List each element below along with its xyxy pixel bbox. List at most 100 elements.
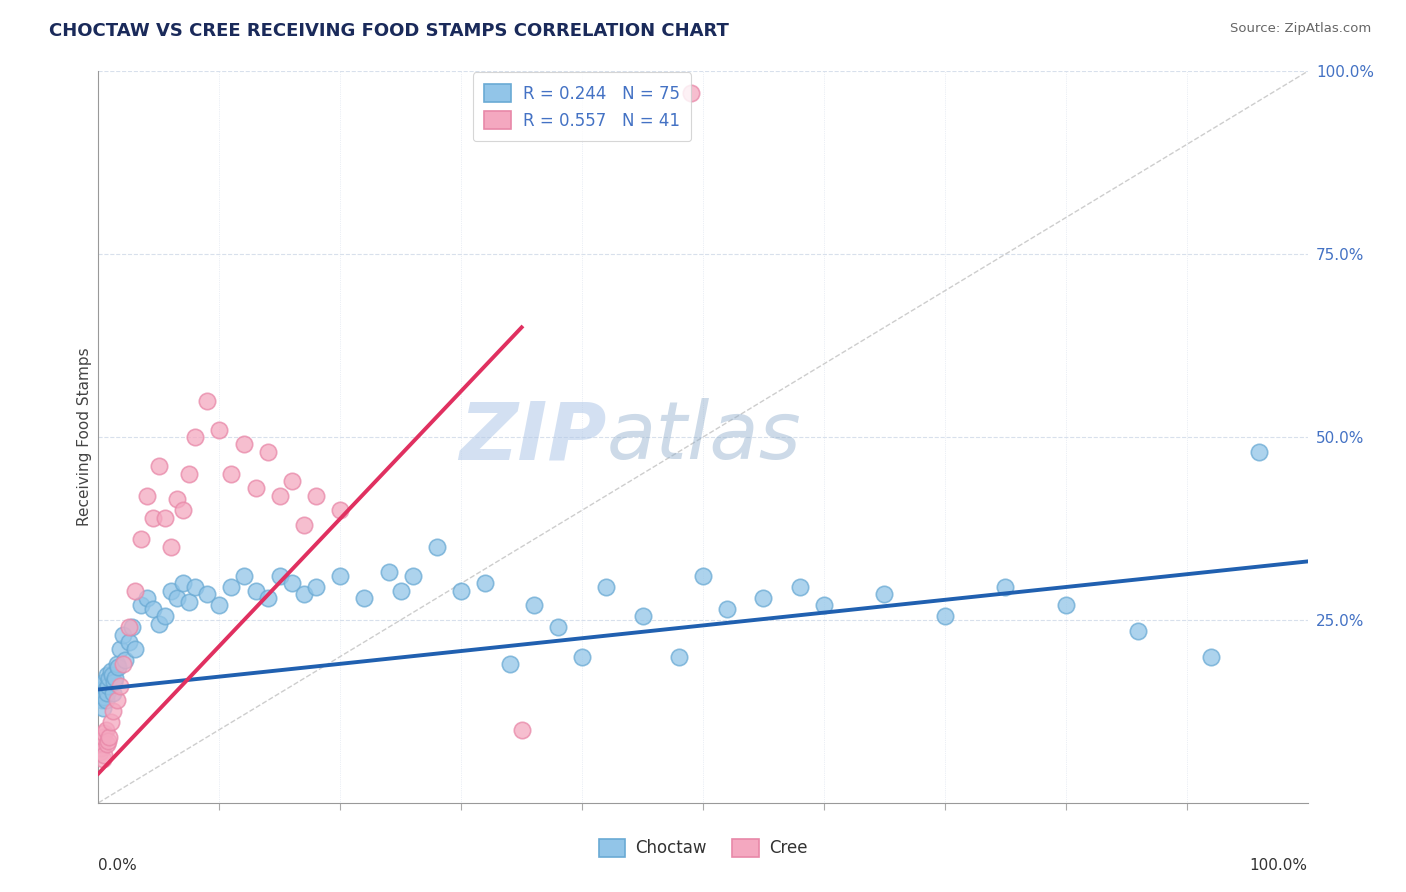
Point [631, 609, 654, 624]
Point [91, 752, 114, 766]
Point [114, 653, 136, 667]
Text: CHOCTAW VS CREE RECEIVING FOOD STAMPS CORRELATION CHART: CHOCTAW VS CREE RECEIVING FOOD STAMPS CO… [49, 22, 730, 40]
Point [90, 690, 112, 704]
Point [245, 583, 267, 598]
Point [121, 620, 143, 634]
Point [179, 467, 201, 481]
Point [1199, 649, 1222, 664]
Point [281, 576, 304, 591]
Point [498, 657, 520, 671]
Point [108, 679, 131, 693]
Point [111, 627, 134, 641]
Y-axis label: Receiving Food Stamps: Receiving Food Stamps [77, 348, 91, 526]
Point [96, 737, 118, 751]
Point [98, 730, 121, 744]
Point [93, 726, 115, 740]
Text: ZIP: ZIP [458, 398, 606, 476]
Point [994, 580, 1017, 594]
Point [402, 569, 425, 583]
Point [100, 664, 122, 678]
Point [221, 580, 243, 594]
Point [547, 620, 569, 634]
Point [93, 675, 115, 690]
Point [595, 580, 617, 594]
Point [692, 569, 714, 583]
Point [153, 609, 176, 624]
Point [208, 423, 231, 437]
Point [124, 583, 146, 598]
Point [105, 693, 128, 707]
Point [135, 489, 157, 503]
Point [94, 693, 117, 707]
Point [91, 737, 114, 751]
Legend: Choctaw, Cree: Choctaw, Cree [592, 832, 814, 864]
Point [426, 540, 449, 554]
Point [90, 679, 112, 693]
Point [97, 733, 120, 747]
Point [148, 459, 170, 474]
Point [118, 635, 141, 649]
Point [142, 510, 165, 524]
Point [94, 723, 117, 737]
Point [166, 591, 188, 605]
Point [789, 580, 811, 594]
Point [100, 667, 122, 681]
Point [97, 679, 120, 693]
Point [96, 667, 118, 681]
Point [103, 675, 125, 690]
Point [269, 569, 291, 583]
Point [105, 657, 128, 671]
Point [172, 503, 194, 517]
Point [305, 489, 328, 503]
Point [160, 540, 183, 554]
Point [256, 444, 278, 458]
Point [91, 682, 114, 697]
Point [1249, 444, 1271, 458]
Point [101, 705, 124, 719]
Point [166, 492, 188, 507]
Point [292, 587, 315, 601]
Point [813, 599, 835, 613]
Point [100, 715, 122, 730]
Point [184, 430, 207, 444]
Point [523, 599, 546, 613]
Point [153, 510, 176, 524]
Point [93, 748, 115, 763]
Point [129, 599, 152, 613]
Point [208, 599, 231, 613]
Point [1128, 624, 1150, 638]
Point [94, 682, 117, 697]
Point [256, 591, 278, 605]
Point [89, 682, 111, 697]
Point [195, 393, 218, 408]
Point [679, 87, 702, 101]
Point [269, 489, 291, 503]
Point [232, 569, 254, 583]
Point [172, 576, 194, 591]
Point [101, 686, 124, 700]
Point [292, 517, 315, 532]
Point [329, 569, 352, 583]
Point [1054, 599, 1077, 613]
Point [118, 620, 141, 634]
Point [571, 649, 593, 664]
Point [107, 660, 129, 674]
Point [91, 686, 114, 700]
Point [245, 481, 267, 495]
Point [934, 609, 956, 624]
Point [195, 587, 218, 601]
Point [329, 503, 352, 517]
Text: 0.0%: 0.0% [98, 858, 138, 872]
Point [353, 591, 375, 605]
Point [873, 587, 896, 601]
Point [148, 616, 170, 631]
Text: 100.0%: 100.0% [1250, 858, 1308, 872]
Point [389, 583, 412, 598]
Point [305, 580, 328, 594]
Point [129, 533, 152, 547]
Point [179, 594, 201, 608]
Point [90, 740, 112, 755]
Point [91, 693, 114, 707]
Point [184, 580, 207, 594]
Point [668, 649, 690, 664]
